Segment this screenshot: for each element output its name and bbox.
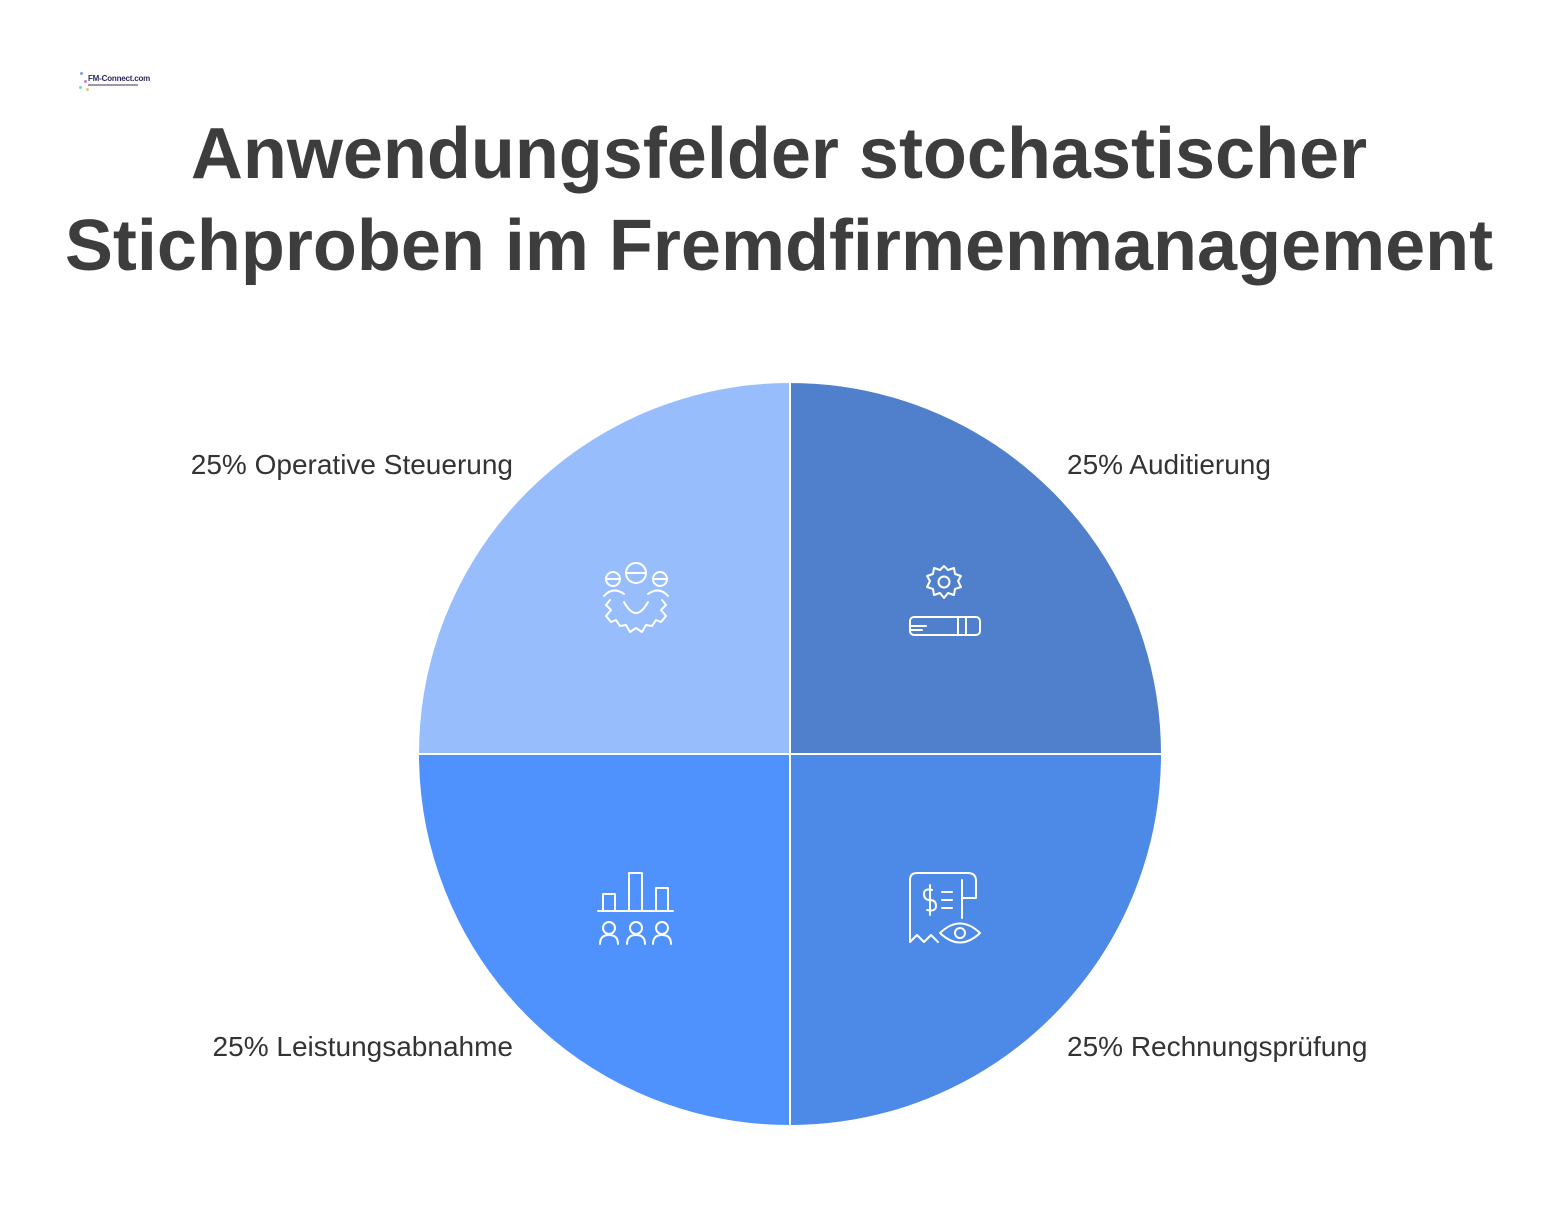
label-operative-steuerung: 25% Operative Steuerung xyxy=(191,449,513,480)
bar-chart-team-icon xyxy=(597,872,674,945)
pie-slice-operative-steuerung xyxy=(416,380,791,755)
chart-title-line-2: Stichproben im Fremdfirmenmanagement xyxy=(64,206,1494,286)
brand-logo: FM-Connect.com xyxy=(78,70,150,94)
pie-slice-leistungsabnahme xyxy=(416,753,791,1128)
chart-title: Anwendungsfelder stochastischer Stichpro… xyxy=(0,108,1558,292)
label-rechnungspruefung: 25% Rechnungsprüfung xyxy=(1067,1031,1367,1062)
label-auditierung: 25% Auditierung xyxy=(1067,449,1271,480)
pie-slice-rechnungsprüfung xyxy=(789,753,1164,1128)
slice-labels: 25% Auditierung 25% Rechnungsprüfung 25%… xyxy=(191,449,1368,1062)
logo-tagline-line xyxy=(88,84,138,86)
invoice-eye-icon xyxy=(909,872,981,944)
label-leistungsabnahme: 25% Leistungsabnahme xyxy=(213,1031,513,1062)
chart-title-line-1: Anwendungsfelder stochastischer xyxy=(190,114,1368,194)
pie-slices xyxy=(416,380,1164,1128)
gear-team-icon xyxy=(603,562,669,633)
pie-slice-auditierung xyxy=(789,380,1164,755)
logo-text: FM-Connect.com xyxy=(88,74,151,83)
gear-document-icon xyxy=(909,565,981,636)
